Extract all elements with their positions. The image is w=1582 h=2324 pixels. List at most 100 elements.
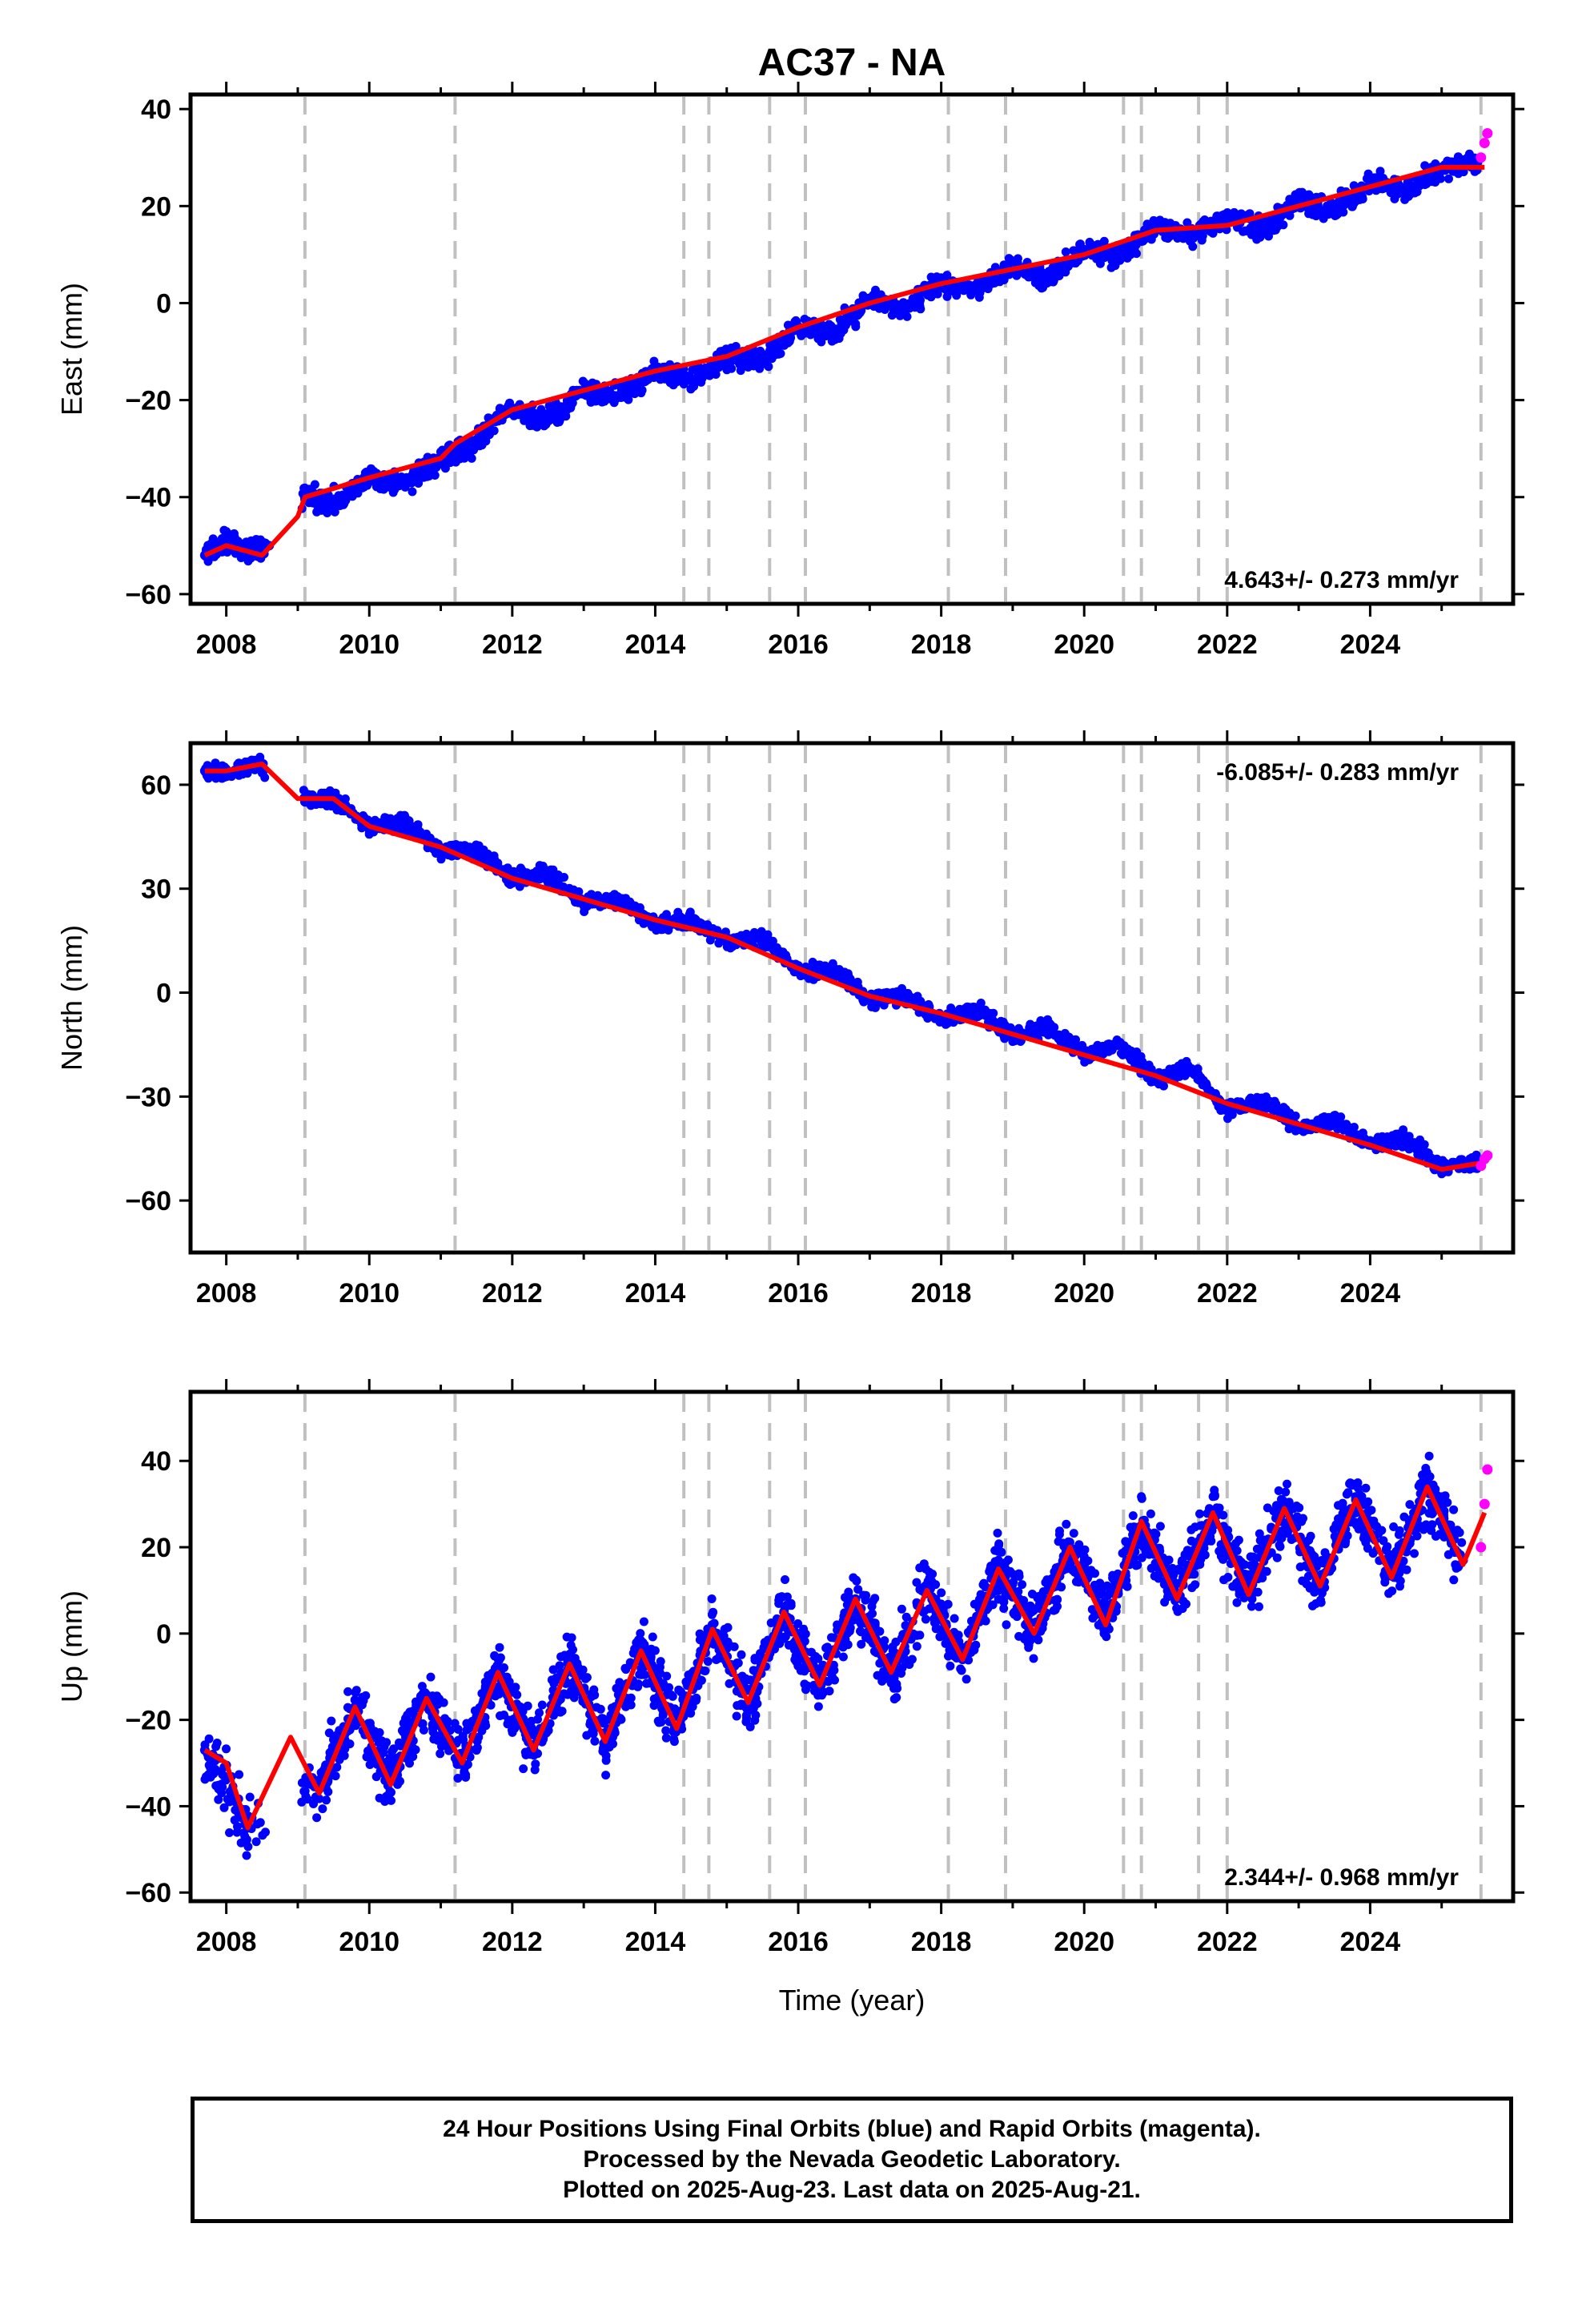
east-y-tick-label: −20 — [125, 386, 171, 416]
east-y-axis-label: East (mm) — [55, 283, 88, 416]
east-data-point — [472, 439, 482, 449]
north-data-point — [757, 932, 768, 943]
east-data-point — [1043, 274, 1054, 284]
east-rapid-orbit-point — [1476, 152, 1487, 163]
north-y-tick-label: −30 — [125, 1082, 171, 1112]
north-data-point — [400, 818, 410, 828]
north-rapid-orbit-point — [1482, 1150, 1493, 1161]
east-x-tick-label: 2010 — [339, 629, 400, 660]
east-data-point — [614, 390, 624, 400]
east-data-point — [543, 414, 553, 424]
east-x-tick-label: 2008 — [196, 629, 257, 660]
up-panel: −60 −40 −20 0 20 40 2008 2010 2012 2014 2016 2018 20… — [55, 1379, 1524, 2016]
up-rapid-orbit-point — [1482, 1464, 1493, 1475]
east-data-point — [829, 327, 839, 337]
up-x-tick-label: 2014 — [625, 1927, 686, 1957]
figure-title: AC37 - NA — [758, 42, 946, 84]
north-data-point — [972, 1005, 982, 1015]
north-x-tick-label: 2024 — [1340, 1278, 1401, 1309]
caption-line-3: Plotted on 2025-Aug-23. Last data on 202… — [563, 2177, 1141, 2203]
up-y-tick-label: 0 — [156, 1619, 171, 1650]
caption-line-1: 24 Hour Positions Using Final Orbits (bl… — [443, 2116, 1261, 2142]
up-rate-label: 2.344+/- 0.968 mm/yr — [1224, 1864, 1459, 1891]
east-data-point — [400, 477, 410, 488]
caption-box: 24 Hour Positions Using Final Orbits (bl… — [191, 2097, 1513, 2223]
east-rapid-orbit-point — [1479, 138, 1490, 149]
east-data-point — [1258, 225, 1268, 235]
east-data-point — [972, 283, 982, 294]
east-model-curve — [203, 164, 1485, 558]
north-x-tick-label: 2010 — [339, 1278, 400, 1309]
east-plot-frame — [188, 92, 1516, 606]
north-data-point — [614, 894, 624, 904]
north-panel: −60 −30 0 30 60 2008 2010 2012 2014 2016 2018 2020 2… — [55, 730, 1524, 1309]
east-data-point — [900, 303, 910, 313]
up-x-tick-label: 2008 — [196, 1927, 257, 1957]
north-data-point — [1401, 1133, 1411, 1144]
up-y-tick-label: 20 — [141, 1533, 171, 1563]
up-x-tick-label: 2012 — [482, 1927, 543, 1957]
east-data-point — [1329, 206, 1339, 216]
up-y-tick-label: −40 — [125, 1791, 171, 1822]
north-x-tick-label: 2012 — [482, 1278, 543, 1309]
north-y-tick-label: 60 — [141, 770, 171, 801]
north-y-tick-label: 0 — [156, 979, 171, 1009]
up-x-tick-label: 2024 — [1340, 1927, 1401, 1957]
up-y-tick-label: 40 — [141, 1446, 171, 1477]
east-y-tick-label: −60 — [125, 580, 171, 610]
north-data-point — [1258, 1095, 1268, 1105]
east-data-point — [1401, 187, 1411, 197]
north-data-point — [1186, 1063, 1197, 1074]
east-x-tick-label: 2012 — [482, 629, 543, 660]
north-x-tick-label: 2020 — [1054, 1278, 1114, 1309]
up-x-tick-label: 2016 — [768, 1927, 829, 1957]
north-data-point — [1329, 1116, 1339, 1126]
north-data-point — [472, 846, 482, 856]
east-data-point — [1114, 249, 1125, 259]
up-rapid-orbit-point — [1476, 1542, 1487, 1553]
east-x-tick-label: 2014 — [625, 629, 686, 660]
north-y-axis-label: North (mm) — [55, 925, 88, 1071]
up-y-tick-label: −60 — [125, 1878, 171, 1908]
north-y-tick-label: −60 — [125, 1186, 171, 1216]
east-data-point — [221, 536, 231, 546]
up-x-axis-label: Time (year) — [779, 1984, 926, 2016]
east-y-tick-label: −40 — [125, 483, 171, 513]
east-x-tick-label: 2016 — [768, 629, 829, 660]
north-data-point — [543, 870, 553, 880]
north-data-point — [829, 963, 839, 974]
up-x-tick-label: 2020 — [1054, 1927, 1114, 1957]
north-x-tick-label: 2022 — [1197, 1278, 1258, 1309]
up-y-tick-label: −20 — [125, 1706, 171, 1736]
north-data-point — [686, 915, 697, 925]
up-x-tick-label: 2010 — [339, 1927, 400, 1957]
up-model-curve — [203, 1484, 1488, 1831]
east-data-point — [686, 376, 697, 386]
east-panel: −60 −40 −20 0 20 40 2008 2010 2012 2014 2016 2018 20… — [55, 82, 1524, 660]
caption-line-2: Processed by the Nevada Geodetic Laborat… — [583, 2146, 1121, 2173]
north-data-point — [1043, 1022, 1054, 1032]
east-y-tick-label: 20 — [141, 191, 171, 222]
east-x-tick-label: 2020 — [1054, 629, 1114, 660]
east-data-point — [757, 356, 768, 367]
north-y-tick-label: 30 — [141, 875, 171, 905]
up-data-point — [707, 1620, 717, 1630]
north-model-curve — [204, 762, 1485, 1172]
east-x-tick-label: 2024 — [1340, 629, 1401, 660]
north-x-tick-label: 2018 — [911, 1278, 972, 1309]
up-y-axis-label: Up (mm) — [55, 1590, 88, 1703]
north-data-point — [1114, 1039, 1125, 1050]
up-rapid-orbit-point — [1479, 1498, 1490, 1510]
east-data-point — [328, 497, 339, 507]
east-x-tick-label: 2018 — [911, 629, 972, 660]
north-x-tick-label: 2008 — [196, 1278, 257, 1309]
up-plot-frame — [188, 1389, 1516, 1904]
up-x-tick-label: 2018 — [911, 1927, 972, 1957]
north-x-tick-label: 2014 — [625, 1278, 686, 1309]
north-plot-frame — [188, 741, 1516, 1255]
east-x-tick-label: 2022 — [1197, 629, 1258, 660]
north-rate-label: -6.085+/- 0.283 mm/yr — [1216, 759, 1459, 786]
east-y-tick-label: 0 — [156, 288, 171, 319]
east-final-orbit-points — [201, 149, 1482, 566]
north-final-orbit-points — [201, 752, 1482, 1179]
